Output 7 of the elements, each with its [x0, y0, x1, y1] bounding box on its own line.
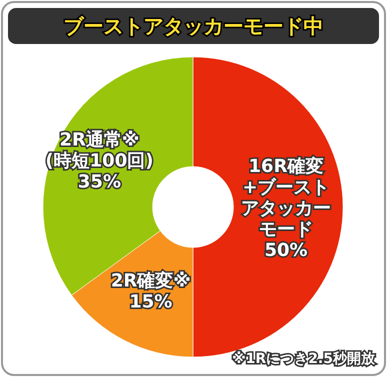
slice-label: 2R確変※: [110, 270, 191, 292]
slice-label: 16R確変+ブーストアタッカーモード: [241, 156, 331, 240]
chart-title: ブーストアタッカーモード中: [64, 14, 324, 38]
data-label: 15%: [129, 291, 172, 312]
data-label: 35%: [78, 171, 121, 192]
data-label: 50%: [264, 240, 308, 261]
text: ※1Rにつき2.5秒開放: [232, 351, 376, 367]
